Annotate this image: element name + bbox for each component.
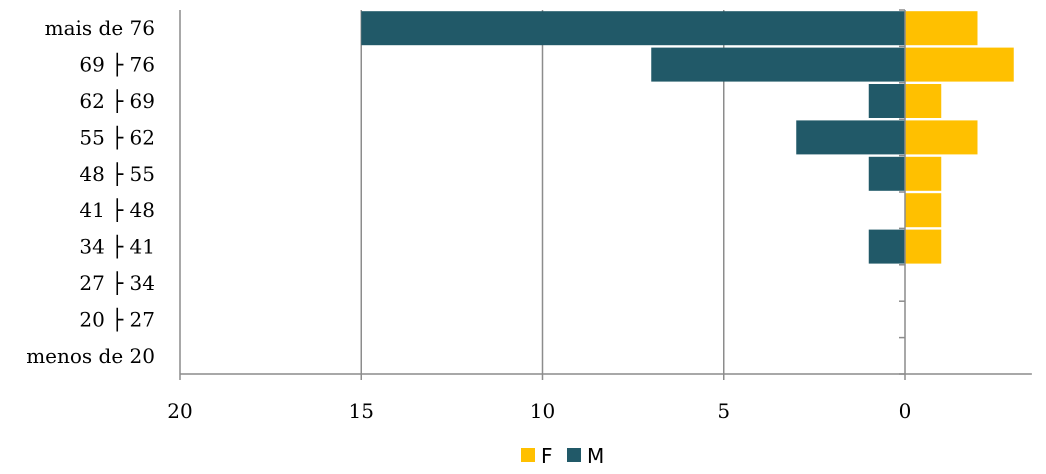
category-label: 20 ├ 27 — [79, 307, 155, 331]
legend-swatch-f — [521, 448, 535, 462]
x-tick-label: 0 — [899, 399, 912, 423]
x-tick-label: 5 — [717, 399, 730, 423]
bars — [361, 11, 1014, 264]
category-label: mais de 76 — [45, 16, 155, 40]
bar-m — [361, 11, 905, 46]
x-tick-labels: 20 15 10 5 0 — [167, 399, 911, 423]
bar-f — [905, 193, 942, 228]
legend-label-m: M — [587, 444, 604, 468]
category-label: 62 ├ 69 — [79, 89, 155, 113]
gridlines — [179, 10, 725, 374]
bar-f — [905, 47, 1014, 82]
category-label: menos de 20 — [26, 344, 155, 368]
category-label: 27 ├ 34 — [79, 271, 155, 295]
bar-f — [905, 120, 978, 155]
category-label: 48 ├ 55 — [79, 162, 155, 186]
bar-f — [905, 84, 942, 118]
x-tick-label: 15 — [349, 399, 374, 423]
category-labels: mais de 76 69 ├ 76 62 ├ 69 55 ├ 62 48 ├ 55 41… — [26, 16, 155, 368]
category-label: 41 ├ 48 — [79, 198, 155, 222]
x-tick-label: 20 — [167, 399, 192, 423]
category-label: 55 ├ 62 — [79, 125, 155, 149]
axes — [179, 9, 1032, 380]
legend-swatch-m — [567, 448, 581, 462]
bar-m — [651, 47, 905, 82]
x-tick-label: 10 — [530, 399, 555, 423]
bar-m — [868, 156, 905, 191]
category-label: 69 ├ 76 — [79, 53, 155, 77]
bar-f — [905, 156, 942, 191]
bar-m — [868, 84, 905, 118]
category-label: 34 ├ 41 — [79, 235, 155, 259]
legend-label-f: F — [541, 444, 553, 468]
bar-m — [868, 229, 905, 264]
bar-m — [796, 120, 905, 155]
bar-f — [905, 229, 942, 264]
bar-f — [905, 11, 978, 46]
